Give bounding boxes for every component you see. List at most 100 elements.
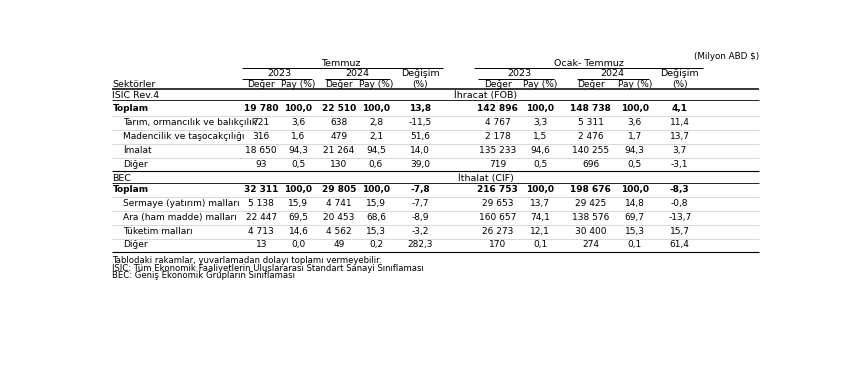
- Text: 15,3: 15,3: [366, 227, 386, 236]
- Text: 13,8: 13,8: [409, 104, 431, 113]
- Text: 100,0: 100,0: [362, 104, 390, 113]
- Text: 69,7: 69,7: [625, 213, 645, 222]
- Text: Pay (%): Pay (%): [359, 80, 394, 89]
- Text: 1,7: 1,7: [627, 132, 642, 141]
- Text: Tüketim malları: Tüketim malları: [123, 227, 193, 236]
- Text: 2,8: 2,8: [369, 118, 383, 127]
- Text: 29 805: 29 805: [321, 185, 356, 194]
- Text: 721: 721: [252, 118, 269, 127]
- Text: 69,5: 69,5: [288, 213, 309, 222]
- Text: 15,3: 15,3: [625, 227, 645, 236]
- Text: Değer: Değer: [484, 80, 512, 89]
- Text: 29 425: 29 425: [575, 199, 606, 208]
- Text: 4 562: 4 562: [326, 227, 352, 236]
- Text: -7,8: -7,8: [411, 185, 430, 194]
- Text: 274: 274: [582, 240, 599, 249]
- Text: 13: 13: [256, 240, 267, 249]
- Text: 1,6: 1,6: [292, 132, 305, 141]
- Text: Değer: Değer: [325, 80, 353, 89]
- Text: Sektörler: Sektörler: [112, 80, 156, 89]
- Text: 15,9: 15,9: [288, 199, 309, 208]
- Text: 13,7: 13,7: [530, 199, 550, 208]
- Text: 135 233: 135 233: [479, 146, 516, 155]
- Text: 30 400: 30 400: [575, 227, 606, 236]
- Text: Toplam: Toplam: [112, 104, 149, 113]
- Text: 138 576: 138 576: [572, 213, 609, 222]
- Text: 4 713: 4 713: [248, 227, 274, 236]
- Text: Diğer: Diğer: [123, 240, 148, 249]
- Text: 638: 638: [330, 118, 348, 127]
- Text: (%): (%): [412, 80, 428, 89]
- Text: 100,0: 100,0: [526, 185, 554, 194]
- Text: Pay (%): Pay (%): [281, 80, 315, 89]
- Text: 93: 93: [256, 160, 267, 169]
- Text: 3,3: 3,3: [533, 118, 547, 127]
- Text: 15,9: 15,9: [366, 199, 386, 208]
- Text: Tablodaki rakamlar, yuvarlamadan dolayı toplamı vermeyebilir.: Tablodaki rakamlar, yuvarlamadan dolayı …: [112, 256, 382, 265]
- Text: 94,6: 94,6: [530, 146, 550, 155]
- Text: 39,0: 39,0: [410, 160, 430, 169]
- Text: 170: 170: [489, 240, 507, 249]
- Text: 13,7: 13,7: [670, 132, 689, 141]
- Text: 3,6: 3,6: [292, 118, 305, 127]
- Text: 696: 696: [582, 160, 599, 169]
- Text: ISIC Rev.4: ISIC Rev.4: [112, 91, 160, 100]
- Text: 14,8: 14,8: [625, 199, 645, 208]
- Text: 61,4: 61,4: [670, 240, 689, 249]
- Text: Tarım, ormancılık ve balıkçılık: Tarım, ormancılık ve balıkçılık: [123, 118, 258, 127]
- Text: -13,7: -13,7: [668, 213, 691, 222]
- Text: 1,5: 1,5: [533, 132, 547, 141]
- Text: -0,8: -0,8: [671, 199, 688, 208]
- Text: 94,3: 94,3: [625, 146, 645, 155]
- Text: 2 178: 2 178: [484, 132, 511, 141]
- Text: Pay (%): Pay (%): [523, 80, 558, 89]
- Text: 2,1: 2,1: [369, 132, 383, 141]
- Text: 282,3: 282,3: [407, 240, 433, 249]
- Text: 94,5: 94,5: [366, 146, 386, 155]
- Text: 479: 479: [330, 132, 348, 141]
- Text: 719: 719: [489, 160, 507, 169]
- Text: 49: 49: [333, 240, 344, 249]
- Text: 0,5: 0,5: [627, 160, 642, 169]
- Text: Ocak- Temmuz: Ocak- Temmuz: [553, 59, 624, 68]
- Text: 12,1: 12,1: [530, 227, 550, 236]
- Text: Değer: Değer: [247, 80, 275, 89]
- Text: -3,2: -3,2: [411, 227, 428, 236]
- Text: 3,7: 3,7: [672, 146, 687, 155]
- Text: 22 447: 22 447: [246, 213, 277, 222]
- Text: 100,0: 100,0: [620, 104, 649, 113]
- Text: 20 453: 20 453: [323, 213, 354, 222]
- Text: 21 264: 21 264: [323, 146, 354, 155]
- Text: Değer: Değer: [577, 80, 604, 89]
- Text: 0,5: 0,5: [533, 160, 547, 169]
- Text: -8,3: -8,3: [670, 185, 689, 194]
- Text: 0,1: 0,1: [533, 240, 547, 249]
- Text: 216 753: 216 753: [477, 185, 518, 194]
- Text: İhracat (FOB): İhracat (FOB): [455, 91, 518, 100]
- Text: Ara (ham madde) malları: Ara (ham madde) malları: [123, 213, 237, 222]
- Text: 68,6: 68,6: [366, 213, 386, 222]
- Text: İmalat: İmalat: [123, 146, 152, 155]
- Text: 94,3: 94,3: [288, 146, 309, 155]
- Text: 11,4: 11,4: [670, 118, 689, 127]
- Text: 3,6: 3,6: [627, 118, 642, 127]
- Text: Temmuz: Temmuz: [321, 59, 360, 68]
- Text: 4 741: 4 741: [326, 199, 352, 208]
- Text: BEC: BEC: [112, 174, 131, 183]
- Text: 32 311: 32 311: [244, 185, 279, 194]
- Text: Değişim: Değişim: [660, 69, 699, 78]
- Text: 19 780: 19 780: [244, 104, 279, 113]
- Text: İthalat (CIF): İthalat (CIF): [458, 174, 514, 183]
- Text: (%): (%): [672, 80, 688, 89]
- Text: 22 510: 22 510: [321, 104, 356, 113]
- Text: 14,6: 14,6: [288, 227, 309, 236]
- Text: 4 767: 4 767: [484, 118, 511, 127]
- Text: 4,1: 4,1: [672, 104, 688, 113]
- Text: 5 138: 5 138: [248, 199, 275, 208]
- Text: 2023: 2023: [507, 69, 531, 78]
- Text: Değişim: Değişim: [401, 69, 439, 78]
- Text: 5 311: 5 311: [578, 118, 603, 127]
- Text: Diğer: Diğer: [123, 160, 148, 169]
- Text: Sermaye (yatırım) malları: Sermaye (yatırım) malları: [123, 199, 240, 208]
- Text: 160 657: 160 657: [479, 213, 516, 222]
